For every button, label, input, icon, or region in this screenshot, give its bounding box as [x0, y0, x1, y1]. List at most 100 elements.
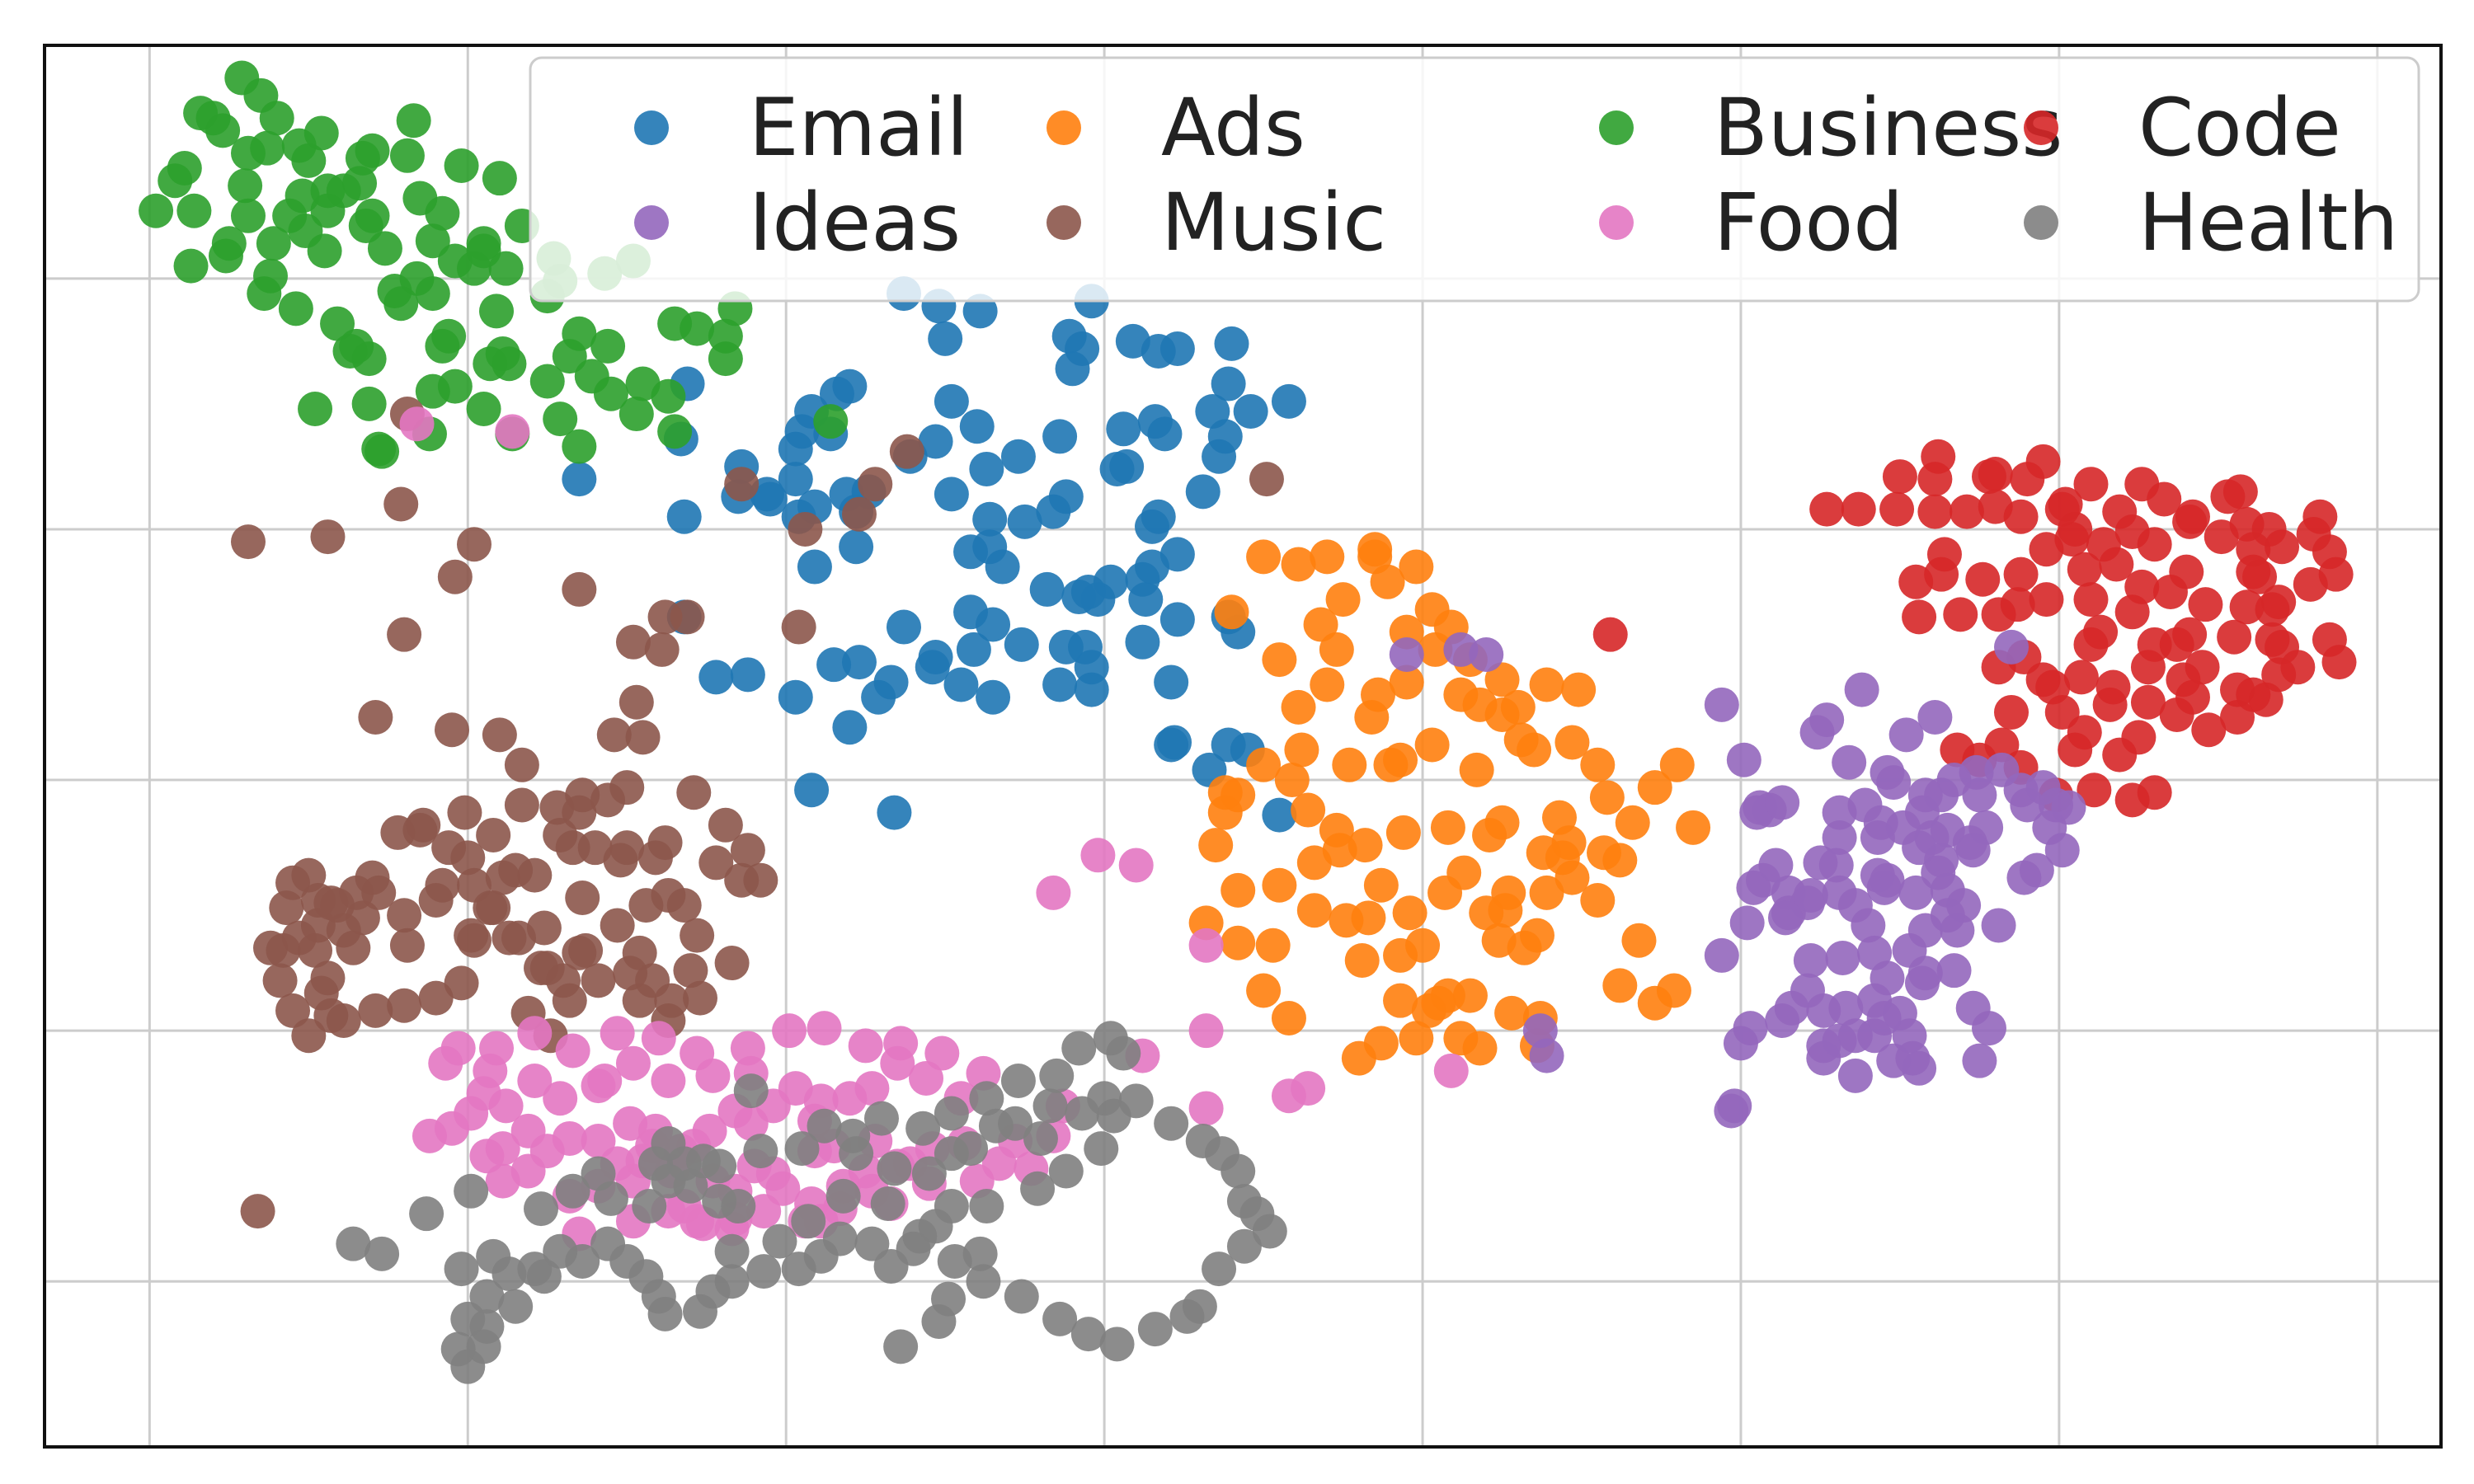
data-point	[593, 1181, 628, 1216]
data-point	[1036, 875, 1071, 910]
data-point	[256, 226, 291, 261]
data-point	[1469, 636, 1504, 672]
data-point	[972, 501, 1008, 537]
data-point	[139, 193, 174, 228]
data-point	[928, 321, 963, 356]
data-point	[1704, 687, 1739, 722]
data-point	[320, 306, 355, 341]
data-point	[365, 1236, 400, 1271]
data-point	[253, 930, 289, 965]
data-point	[1363, 867, 1399, 903]
data-point	[778, 679, 813, 715]
data-point	[2077, 773, 2112, 808]
data-point	[552, 983, 587, 1018]
data-point	[345, 140, 380, 176]
data-point	[454, 918, 489, 953]
data-point	[479, 294, 515, 329]
data-point	[976, 607, 1011, 642]
data-point	[310, 193, 346, 228]
data-point	[1822, 820, 1857, 856]
data-point	[1866, 1000, 1902, 1036]
data-point	[1561, 672, 1597, 707]
data-point	[2073, 582, 2109, 618]
data-point	[543, 817, 578, 852]
data-point	[1198, 828, 1234, 863]
data-point	[931, 1281, 967, 1317]
data-point	[1048, 1153, 1084, 1189]
data-point	[2073, 627, 2109, 662]
data-point	[2058, 511, 2093, 547]
data-point	[807, 1108, 842, 1144]
data-point	[683, 980, 718, 1016]
data-point	[495, 414, 530, 449]
data-point	[1159, 537, 1195, 572]
data-point	[1291, 1071, 1326, 1106]
data-point	[934, 477, 969, 512]
data-point	[1554, 725, 1590, 760]
data-point	[1141, 334, 1176, 369]
data-point	[211, 226, 247, 261]
data-point	[1383, 742, 1418, 777]
data-point	[1274, 763, 1310, 798]
data-point	[794, 773, 830, 808]
data-point	[889, 434, 924, 469]
data-point	[883, 1329, 919, 1364]
data-point	[695, 1058, 731, 1093]
data-point	[2044, 833, 2080, 868]
data-point	[788, 511, 823, 547]
data-point	[969, 451, 1004, 486]
legend-marker-ideas	[634, 205, 669, 240]
data-point	[1433, 1053, 1469, 1088]
data-point	[880, 1045, 915, 1081]
data-point	[1452, 978, 1488, 1013]
data-point	[581, 1123, 616, 1158]
data-point	[1329, 903, 1364, 938]
data-point	[466, 233, 501, 269]
data-point	[1185, 474, 1221, 510]
data-point	[158, 163, 193, 199]
data-point	[1484, 805, 1520, 840]
data-point	[389, 928, 425, 963]
data-point	[278, 291, 313, 326]
data-point	[2255, 622, 2290, 657]
data-point	[959, 409, 995, 444]
data-point	[1310, 667, 1345, 702]
data-point	[902, 1219, 938, 1254]
data-point	[1344, 943, 1380, 979]
data-point	[454, 1173, 489, 1209]
data-point	[587, 1063, 623, 1098]
data-point	[2130, 650, 2166, 685]
data-point	[953, 1131, 989, 1167]
data-point	[492, 920, 527, 956]
plot-frame	[43, 44, 2443, 1449]
data-point	[1188, 1013, 1224, 1049]
data-point	[1767, 900, 1803, 936]
data-point	[1917, 462, 1953, 497]
data-point	[1023, 1120, 1058, 1156]
data-point	[2073, 467, 2109, 502]
data-point	[2019, 852, 2054, 888]
data-point	[1284, 732, 1319, 768]
data-point	[543, 1233, 578, 1269]
data-point	[351, 386, 387, 421]
data-point	[1310, 539, 1345, 575]
legend: Email Ads Business Code Ideas Music Food Health	[529, 56, 2420, 303]
data-point	[976, 679, 1011, 715]
data-point	[969, 1189, 1004, 1224]
data-point	[730, 657, 765, 693]
data-point	[1882, 459, 1917, 495]
data-point	[1188, 928, 1224, 963]
data-point	[473, 1053, 508, 1088]
data-point	[303, 115, 339, 151]
series-code	[1592, 439, 2357, 818]
data-point	[383, 486, 419, 522]
data-point	[2095, 669, 2131, 705]
data-point	[1602, 843, 1638, 878]
data-point	[2086, 527, 2121, 562]
data-point	[1959, 754, 1994, 790]
data-point	[425, 867, 460, 903]
data-point	[1994, 629, 2030, 665]
data-point	[924, 1036, 960, 1071]
data-point	[1271, 1000, 1306, 1036]
data-point	[444, 1252, 479, 1287]
